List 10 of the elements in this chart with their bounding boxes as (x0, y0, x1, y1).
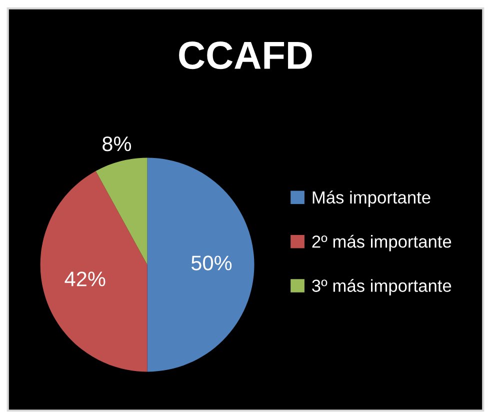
chart-title: CCAFD (179, 42, 312, 70)
data-label: 8% (102, 136, 132, 152)
data-label: 42% (64, 272, 106, 286)
legend-label: Más importante (312, 190, 430, 208)
legend-label: 2º más importante (312, 234, 452, 252)
legend-label: 3º más importante (312, 278, 452, 296)
pie-slice (96, 158, 148, 265)
pie-slice (40, 171, 148, 372)
data-label: 50% (191, 256, 232, 270)
pie-slice (147, 158, 254, 372)
